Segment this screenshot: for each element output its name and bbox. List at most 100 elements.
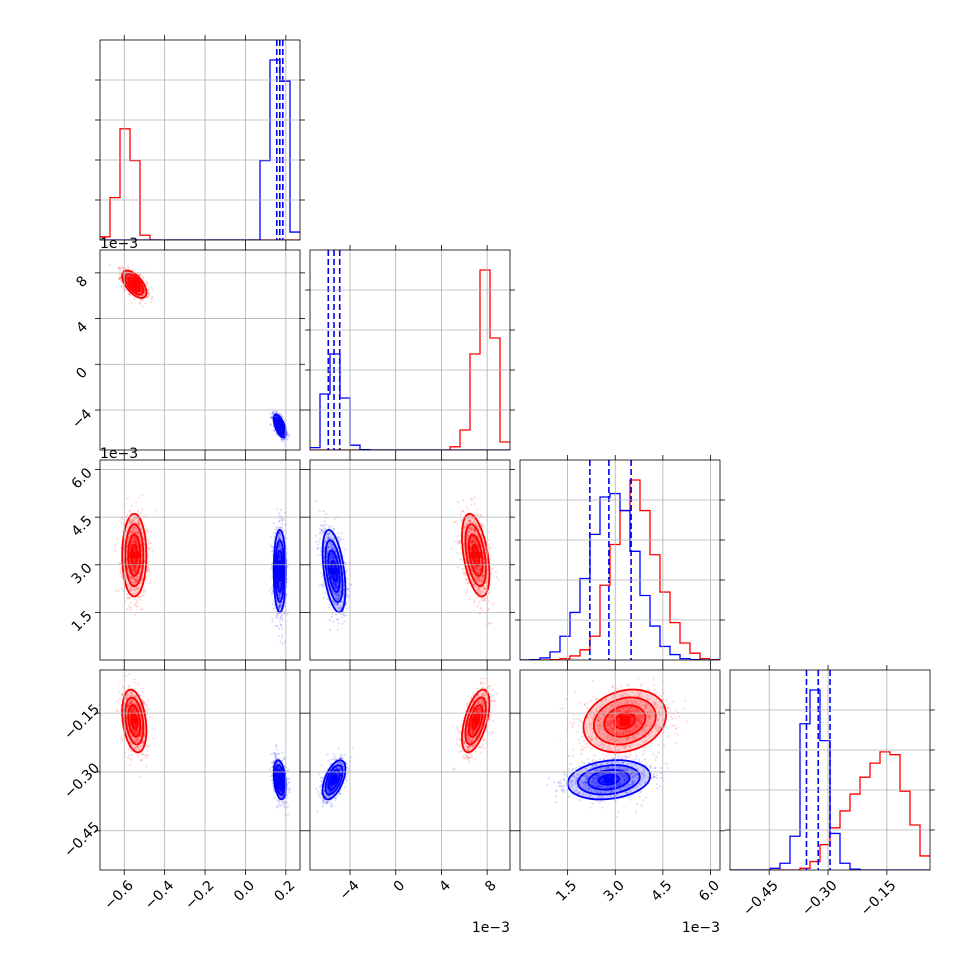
scatter-point <box>135 592 138 595</box>
scatter-point <box>286 613 289 616</box>
scatter-point <box>273 430 276 433</box>
scatter-point <box>272 607 275 610</box>
scatter-point <box>286 437 289 440</box>
scatter-point <box>278 512 281 515</box>
scatter-point <box>136 531 139 534</box>
scatter-point <box>488 543 491 546</box>
scatter-point <box>134 570 137 573</box>
scatter-point <box>344 562 347 565</box>
scatter-point <box>482 578 485 581</box>
scatter-point <box>278 532 281 535</box>
scatter-point <box>140 594 143 597</box>
scatter-point <box>476 533 479 536</box>
scatter-point <box>467 526 471 530</box>
scatter-point <box>462 499 465 502</box>
scatter-point <box>138 522 141 525</box>
scatter-point <box>147 556 150 559</box>
scatter-point <box>137 596 140 599</box>
scatter-point <box>323 527 326 530</box>
scatter-point <box>482 578 485 581</box>
scatter-point <box>281 619 284 622</box>
scatter-point <box>127 596 130 599</box>
scatter-point <box>476 508 479 511</box>
scatter-point <box>278 556 281 559</box>
scatter-point <box>136 604 139 608</box>
scatter-point <box>126 593 129 596</box>
scatter-point <box>338 593 341 596</box>
scatter-point <box>137 586 141 590</box>
scatter-point <box>477 604 480 607</box>
scatter-point <box>471 535 474 538</box>
scatter-point <box>473 537 476 541</box>
scatter-point <box>279 412 282 415</box>
scatter-point <box>470 541 473 544</box>
scatter-point <box>329 554 332 557</box>
density-core-red <box>470 552 481 559</box>
scatter-point <box>474 597 478 600</box>
scatter-point <box>279 594 282 597</box>
scatter-point <box>277 605 280 608</box>
scatter-point <box>487 545 490 548</box>
scatter-point <box>138 520 141 524</box>
scatter-point <box>482 525 485 528</box>
scatter-point <box>315 540 318 544</box>
scatter-point <box>130 278 133 281</box>
scatter-point <box>129 585 133 588</box>
scatter-point <box>473 529 476 532</box>
scatter-point <box>344 603 348 606</box>
scatter-point <box>276 624 279 628</box>
scatter-point <box>270 550 273 553</box>
scatter-point <box>458 540 461 543</box>
scatter-point <box>129 575 132 578</box>
scatter-point <box>280 438 283 441</box>
scatter-point <box>318 509 321 512</box>
scatter-point <box>126 592 129 595</box>
scatter-point <box>136 531 139 534</box>
scatter-point <box>135 537 138 540</box>
scatter-point <box>478 528 481 531</box>
scatter-point <box>134 531 137 534</box>
scatter-point <box>473 496 476 499</box>
scatter-point <box>146 568 149 571</box>
scatter-point <box>278 520 281 523</box>
scatter-point <box>148 292 151 295</box>
scatter-point <box>134 567 137 570</box>
scatter-point <box>137 522 141 525</box>
scatter-point <box>467 581 470 585</box>
scatter-point <box>472 536 475 539</box>
scatter-point <box>136 565 139 569</box>
scatter-point <box>476 524 479 528</box>
scatter-point <box>139 582 142 585</box>
scatter-point <box>470 542 473 545</box>
scatter-point <box>136 566 139 569</box>
scatter-point <box>140 289 143 292</box>
scatter-point <box>477 576 481 579</box>
scatter-point <box>151 296 154 299</box>
scatter-point <box>460 509 463 512</box>
scatter-point <box>283 640 286 643</box>
scatter-point <box>459 558 462 561</box>
scatter-point <box>282 518 285 522</box>
scatter-point <box>492 602 495 606</box>
scatter-point <box>482 569 485 572</box>
scatter-point <box>278 596 281 599</box>
scatter-point <box>480 580 483 583</box>
scatter-point <box>135 579 138 582</box>
scatter-point <box>119 567 122 570</box>
scatter-point <box>478 579 481 582</box>
scatter-point <box>134 569 137 572</box>
scatter-point <box>141 494 144 497</box>
scatter-point <box>487 539 490 542</box>
scatter-point <box>130 565 133 568</box>
scatter-point <box>131 538 135 541</box>
scatter-point <box>458 541 461 544</box>
scatter-point <box>118 278 121 281</box>
scatter-point <box>277 537 280 540</box>
scatter-point <box>347 588 350 591</box>
scatter-point <box>142 293 145 297</box>
scatter-point <box>476 568 479 571</box>
scatter-point <box>468 527 471 530</box>
scatter-point <box>469 519 472 522</box>
scatter-point <box>138 302 141 305</box>
scatter-point <box>140 564 143 567</box>
